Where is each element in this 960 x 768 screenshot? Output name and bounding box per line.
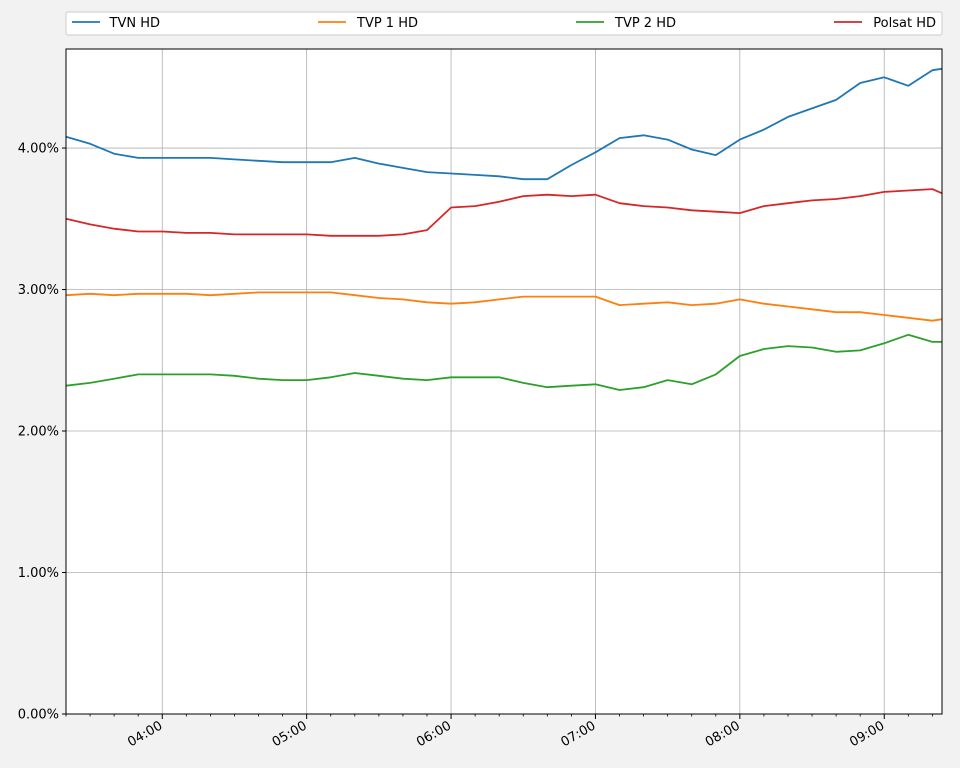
y-tick-label: 4.00% [18, 142, 59, 157]
grid [66, 49, 942, 714]
series-line [65, 333, 942, 391]
legend: TVN HD TVP 1 HD TVP 2 HD Polsat HD [65, 11, 943, 36]
y-tick-label: 3.00% [18, 283, 59, 298]
y-tick-label: 0.00% [18, 708, 59, 723]
plot-frame [65, 48, 943, 715]
series-lines [65, 67, 943, 391]
y-tick-label: 1.00% [18, 566, 59, 581]
legend-label: TVN HD [109, 16, 160, 31]
series-line [65, 188, 943, 237]
legend-label: Polsat HD [873, 16, 936, 31]
legend-label: TVP 2 HD [614, 16, 676, 31]
series-line [65, 291, 943, 322]
legend-label: TVP 1 HD [356, 16, 418, 31]
series-line [65, 67, 943, 181]
plot-area [66, 49, 942, 714]
y-tick-label: 2.00% [18, 425, 59, 440]
legend-box [65, 11, 943, 36]
